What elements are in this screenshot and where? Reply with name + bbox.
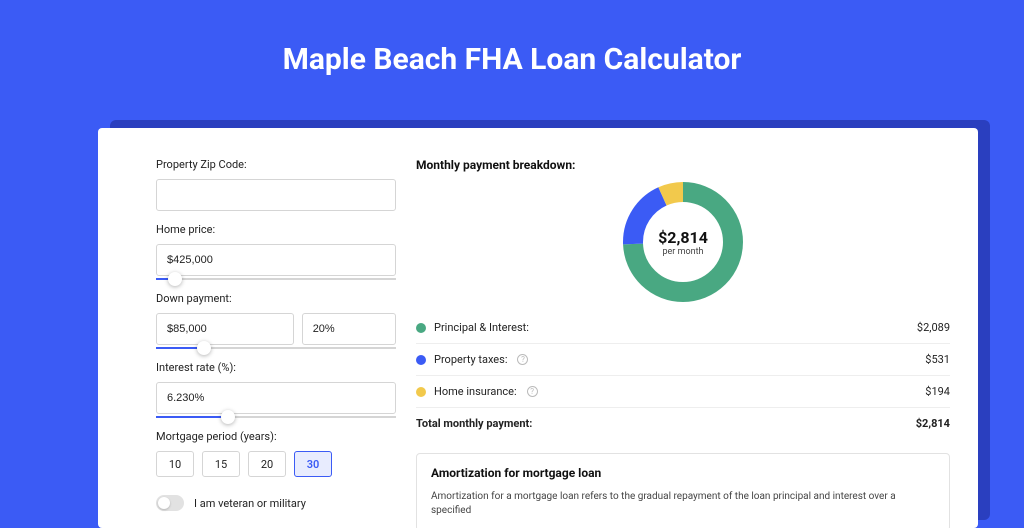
form-column: Property Zip Code: Home price: Down paym… xyxy=(156,158,396,528)
breakdown-label: Home insurance: xyxy=(434,385,517,398)
amortization-text: Amortization for a mortgage loan refers … xyxy=(431,490,935,518)
veteran-row: I am veteran or military xyxy=(156,495,396,511)
mortgage-period-option-30[interactable]: 30 xyxy=(294,451,332,477)
breakdown-value: $2,089 xyxy=(917,321,950,334)
page: Maple Beach FHA Loan Calculator Property… xyxy=(0,0,1024,512)
breakdown-value: $531 xyxy=(925,353,950,366)
total-label: Total monthly payment: xyxy=(416,417,532,430)
breakdown-row: Home insurance:? $194 xyxy=(416,376,950,408)
veteran-toggle[interactable] xyxy=(156,495,184,511)
breakdown-title: Monthly payment breakdown: xyxy=(416,158,950,172)
breakdown-row: Property taxes:? $531 xyxy=(416,344,950,376)
total-row: Total monthly payment: $2,814 xyxy=(416,408,950,439)
breakdown-value: $194 xyxy=(925,385,950,398)
home-price-slider[interactable] xyxy=(156,278,396,280)
home-price-input[interactable] xyxy=(156,244,396,276)
mortgage-period-option-20[interactable]: 20 xyxy=(248,451,286,477)
zip-label: Property Zip Code: xyxy=(156,158,396,171)
home-price-label: Home price: xyxy=(156,223,396,236)
calculator-card: Property Zip Code: Home price: Down paym… xyxy=(98,128,978,528)
breakdown-label: Property taxes: xyxy=(434,353,507,366)
breakdown-column: Monthly payment breakdown: $2,814 per mo… xyxy=(416,158,950,528)
legend-dot xyxy=(416,355,426,365)
total-value: $2,814 xyxy=(916,417,950,430)
down-payment-slider[interactable] xyxy=(156,347,396,349)
info-icon[interactable]: ? xyxy=(517,354,528,365)
breakdown-row: Principal & Interest: $2,089 xyxy=(416,312,950,344)
page-title: Maple Beach FHA Loan Calculator xyxy=(0,0,1024,97)
amortization-title: Amortization for mortgage loan xyxy=(431,466,935,480)
veteran-label: I am veteran or military xyxy=(194,497,306,510)
mortgage-period-label: Mortgage period (years): xyxy=(156,430,396,443)
interest-rate-label: Interest rate (%): xyxy=(156,361,396,374)
payment-donut-chart: $2,814 per month xyxy=(623,182,743,302)
info-icon[interactable]: ? xyxy=(527,386,538,397)
mortgage-period-segmented: 10 15 20 30 xyxy=(156,451,396,477)
down-payment-label: Down payment: xyxy=(156,292,396,305)
breakdown-label: Principal & Interest: xyxy=(434,321,529,334)
interest-rate-slider[interactable] xyxy=(156,416,396,418)
zip-input[interactable] xyxy=(156,179,396,211)
down-payment-amount-input[interactable] xyxy=(156,313,294,345)
donut-center-value: $2,814 xyxy=(658,228,708,247)
legend-dot xyxy=(416,323,426,333)
donut-center-label: per month xyxy=(662,247,703,257)
mortgage-period-option-15[interactable]: 15 xyxy=(202,451,240,477)
mortgage-period-option-10[interactable]: 10 xyxy=(156,451,194,477)
amortization-section: Amortization for mortgage loan Amortizat… xyxy=(416,453,950,528)
interest-rate-input[interactable] xyxy=(156,382,396,414)
down-payment-pct-input[interactable] xyxy=(302,313,396,345)
donut-wrap: $2,814 per month xyxy=(416,178,950,312)
legend-dot xyxy=(416,387,426,397)
donut-center: $2,814 per month xyxy=(623,182,743,302)
